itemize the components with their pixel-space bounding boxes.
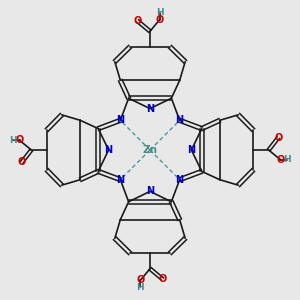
Text: O: O: [134, 16, 142, 26]
Text: O: O: [158, 274, 166, 284]
Text: O: O: [276, 155, 284, 165]
Text: N: N: [116, 175, 124, 185]
Text: O: O: [16, 135, 24, 145]
Text: H: H: [284, 155, 291, 164]
Text: N: N: [187, 145, 196, 155]
Text: H: H: [9, 136, 16, 145]
Text: O: O: [274, 133, 283, 142]
Text: O: O: [155, 15, 164, 25]
Text: N: N: [104, 145, 113, 155]
Text: N: N: [176, 175, 184, 185]
Text: O: O: [17, 158, 26, 167]
Text: N: N: [146, 103, 154, 114]
Text: N: N: [146, 186, 154, 197]
Text: N: N: [176, 115, 184, 125]
Text: N: N: [116, 115, 124, 125]
Text: Zn: Zn: [142, 145, 158, 155]
Text: H: H: [156, 8, 164, 17]
Text: O: O: [136, 275, 145, 285]
Text: H: H: [136, 283, 144, 292]
